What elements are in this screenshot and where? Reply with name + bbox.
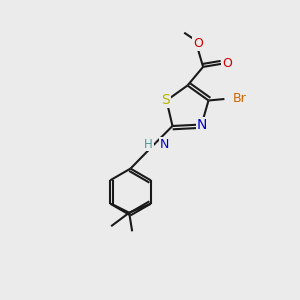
Text: O: O [193,37,202,50]
Text: Br: Br [232,92,246,106]
Text: H: H [144,137,153,151]
Text: N: N [160,137,169,151]
Text: O: O [222,57,232,70]
Text: S: S [161,93,170,106]
Text: N: N [197,118,207,132]
